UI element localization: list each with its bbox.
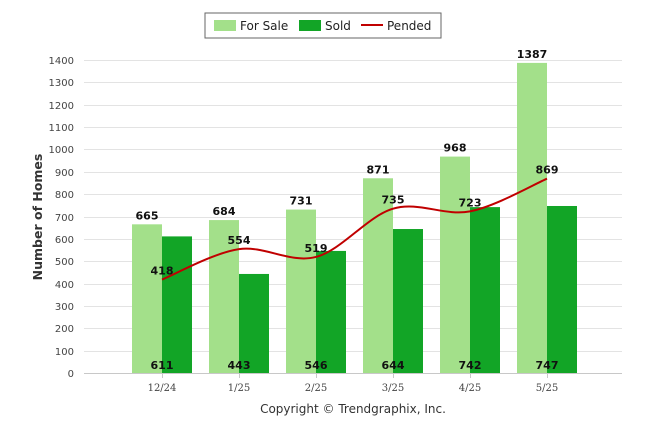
bar-for-sale — [286, 209, 316, 373]
y-tick-label: 0 — [68, 369, 74, 380]
y-tick-label: 1300 — [49, 78, 74, 89]
bar-for-sale — [363, 178, 393, 373]
data-label-for-sale: 871 — [367, 163, 390, 176]
bar-sold — [393, 229, 423, 373]
data-label-sold: 611 — [151, 359, 174, 372]
y-tick-label: 900 — [55, 168, 74, 179]
data-label-pended: 519 — [305, 242, 328, 255]
legend[interactable]: For Sale Sold Pended — [204, 12, 442, 39]
legend-swatch-sold — [299, 20, 321, 31]
bar-sold — [239, 273, 269, 373]
data-label-sold: 546 — [305, 359, 328, 372]
y-tick-label: 500 — [55, 257, 74, 268]
legend-frame — [204, 12, 442, 39]
bar-sold — [470, 207, 500, 373]
data-label-for-sale: 665 — [136, 209, 159, 222]
copyright-footer: Copyright © Trendgraphix, Inc. — [260, 402, 446, 416]
y-tick-label: 1100 — [49, 123, 74, 134]
legend-label-sold: Sold — [325, 19, 351, 33]
legend-swatch-for-sale — [214, 20, 236, 31]
y-tick-label: 700 — [55, 213, 74, 224]
x-tick-label: 12/24 — [148, 383, 177, 394]
y-tick-label: 600 — [55, 235, 74, 246]
data-label-pended: 723 — [459, 196, 482, 209]
y-tick-label: 800 — [55, 190, 74, 201]
legend-label-for-sale: For Sale — [240, 19, 288, 33]
data-label-pended: 735 — [382, 194, 405, 207]
data-label-for-sale: 684 — [213, 205, 236, 218]
data-label-sold: 742 — [459, 359, 482, 372]
x-tick-label: 5/25 — [536, 383, 558, 394]
legend-label-pended: Pended — [387, 19, 431, 33]
y-tick-label: 1400 — [49, 56, 74, 67]
bar-for-sale — [132, 224, 162, 373]
data-label-pended: 554 — [228, 234, 251, 247]
y-axis-title: Number of Homes — [30, 154, 45, 281]
y-tick-label: 1000 — [49, 145, 74, 156]
y-tick-label: 100 — [55, 347, 74, 358]
x-tick-label: 1/25 — [228, 383, 250, 394]
y-tick-label: 300 — [55, 302, 74, 313]
data-label-pended: 418 — [151, 265, 174, 278]
x-tick-label: 2/25 — [305, 383, 327, 394]
y-tick-label: 1200 — [49, 101, 74, 112]
data-label-for-sale: 968 — [444, 142, 467, 155]
y-tick-label: 200 — [55, 324, 74, 335]
bars — [132, 62, 577, 373]
bar-for-sale — [517, 62, 547, 373]
data-label-for-sale: 1387 — [517, 48, 548, 61]
data-label-sold: 443 — [228, 359, 251, 372]
bar-sold — [316, 250, 346, 373]
x-axis-ticks: 12/24 1/25 2/25 3/25 4/25 5/25 — [148, 373, 558, 394]
y-tick-label: 400 — [55, 280, 74, 291]
y-axis-ticks: 0 100 200 300 400 500 600 700 800 900 1000 1100 1200… — [49, 56, 74, 380]
bar-for-sale — [440, 156, 470, 373]
bar-sold — [162, 236, 192, 373]
data-label-pended: 869 — [536, 164, 559, 177]
bar-sold — [547, 205, 577, 373]
data-label-sold: 747 — [536, 359, 559, 372]
pended-line-layer — [161, 177, 548, 281]
data-label-sold: 644 — [382, 359, 405, 372]
x-tick-label: 3/25 — [382, 383, 404, 394]
data-labels: 665 611 684 443 731 546 871 644 968 742 1387 747 418… — [136, 48, 559, 372]
x-tick-label: 4/25 — [459, 383, 481, 394]
pended-line — [161, 177, 548, 281]
bar-for-sale — [209, 220, 239, 373]
data-label-for-sale: 731 — [290, 195, 313, 208]
